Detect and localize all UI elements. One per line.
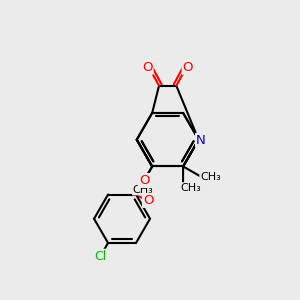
Text: Cl: Cl	[94, 250, 106, 263]
Text: O: O	[143, 194, 153, 207]
Text: O: O	[183, 61, 193, 74]
Text: O: O	[139, 174, 149, 187]
Text: O: O	[142, 61, 153, 74]
Text: N: N	[196, 134, 206, 147]
Text: CH₃: CH₃	[181, 183, 202, 193]
Text: CH₃: CH₃	[200, 172, 221, 182]
Text: CH₃: CH₃	[133, 184, 154, 194]
